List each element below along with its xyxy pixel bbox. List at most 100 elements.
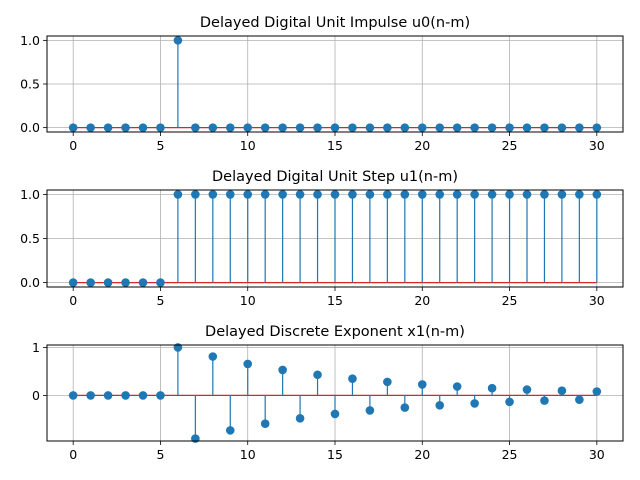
stem-marker (68, 391, 78, 400)
x-tick-label: 0 (69, 138, 77, 153)
stem-marker (452, 123, 462, 132)
stem-marker (278, 365, 287, 375)
stem-marker (400, 123, 410, 132)
x-tick-label: 25 (502, 138, 518, 153)
stem-marker (365, 123, 375, 132)
stem-marker (156, 391, 165, 400)
stem-marker (435, 400, 445, 410)
stem-marker (522, 190, 532, 199)
stem-marker (243, 190, 253, 199)
stem-marker (575, 190, 584, 199)
stem-marker (121, 278, 130, 287)
stem-marker (121, 123, 130, 132)
stem-marker (470, 190, 479, 199)
stem-marker (540, 190, 549, 199)
stem-marker (278, 190, 287, 199)
stem-marker (348, 123, 357, 132)
stem-marker (435, 123, 445, 132)
stem-marker (383, 377, 392, 387)
stem-marker (522, 385, 532, 394)
stem-marker (575, 395, 584, 404)
stem-marker (400, 190, 410, 199)
stem-marker (68, 278, 78, 287)
stem-marker (417, 380, 427, 389)
stem-marker (313, 370, 322, 380)
y-tick-label: 0.0 (20, 275, 40, 290)
stem-marker (260, 419, 270, 429)
stem-marker (557, 190, 567, 199)
stem-marker (138, 123, 148, 132)
x-tick-label: 15 (327, 447, 343, 462)
x-tick-label: 25 (502, 293, 518, 308)
y-tick-label: 0.5 (20, 77, 40, 92)
stem-marker (470, 123, 479, 132)
stem-marker (487, 383, 497, 393)
stem-marker (435, 190, 445, 199)
x-tick-label: 5 (156, 138, 164, 153)
stem-marker (330, 409, 340, 419)
stem-marker (470, 399, 479, 408)
x-tick-label: 0 (69, 293, 77, 308)
stem-marker (400, 403, 410, 412)
x-tick-label: 30 (589, 138, 605, 153)
stem-marker (313, 123, 322, 132)
x-tick-label: 5 (156, 447, 164, 462)
subplot-1: 0 5 10 15 20 25 30 0.0 0.5 1.0 Delayed Digital Uni… (20, 15, 624, 153)
chart-title: Delayed Digital Unit Impulse u0(n-m) (200, 15, 470, 31)
stem-marker (592, 387, 602, 396)
stem-marker (225, 190, 235, 199)
stem-marker (487, 190, 497, 199)
x-tick-label: 25 (502, 447, 518, 462)
stem-marker (592, 190, 602, 199)
stem-marker (225, 123, 235, 132)
x-tick-label: 0 (69, 447, 77, 462)
stem-marker (383, 123, 392, 132)
x-tick-label: 30 (589, 293, 605, 308)
stem-marker (505, 123, 514, 132)
x-tick-label: 15 (327, 138, 343, 153)
stem-marker (452, 190, 462, 199)
stem-marker (452, 382, 462, 391)
y-tick-label: 1.0 (20, 187, 40, 202)
stem-marker (156, 278, 165, 287)
stem-marker (295, 123, 305, 132)
x-tick-label: 15 (327, 293, 343, 308)
stem-marker (417, 123, 427, 132)
x-tick-label: 5 (156, 293, 164, 308)
chart-title: Delayed Discrete Exponent x1(n-m) (205, 324, 465, 340)
stem-marker (103, 278, 113, 287)
stem-marker (365, 190, 375, 199)
stem-marker (557, 386, 567, 395)
stem-marker (260, 123, 270, 132)
stem-marker (522, 123, 532, 132)
stem-marker (592, 123, 602, 132)
subplot-2: 0 5 10 15 20 25 30 0.0 0.5 1.0 Delayed Digital Uni… (20, 169, 624, 308)
stem-marker (278, 123, 287, 132)
stem-marker (348, 190, 357, 199)
stem-marker (208, 123, 218, 132)
stem-marker (540, 123, 549, 132)
stem-marker (191, 434, 200, 443)
stem-marker (121, 391, 130, 400)
stem-marker (173, 36, 183, 45)
stem-marker (505, 190, 514, 199)
y-tick-label: 1 (32, 340, 40, 355)
x-tick-label: 10 (240, 293, 256, 308)
stem-marker (208, 190, 218, 199)
stem-marker (173, 190, 183, 199)
stem-marker (295, 190, 305, 199)
stem-marker (191, 190, 200, 199)
stem-marker (295, 414, 305, 423)
x-tick-label: 10 (240, 447, 256, 462)
y-tick-label: 0.5 (20, 231, 40, 246)
stem-marker (103, 123, 113, 132)
stem-marker (487, 123, 497, 132)
stem-marker (86, 391, 95, 400)
stem-marker (260, 190, 270, 199)
stem-marker (540, 396, 549, 405)
stem-marker (156, 123, 165, 132)
stem-marker (557, 123, 567, 132)
x-tick-label: 30 (589, 447, 605, 462)
stem-marker (330, 123, 340, 132)
